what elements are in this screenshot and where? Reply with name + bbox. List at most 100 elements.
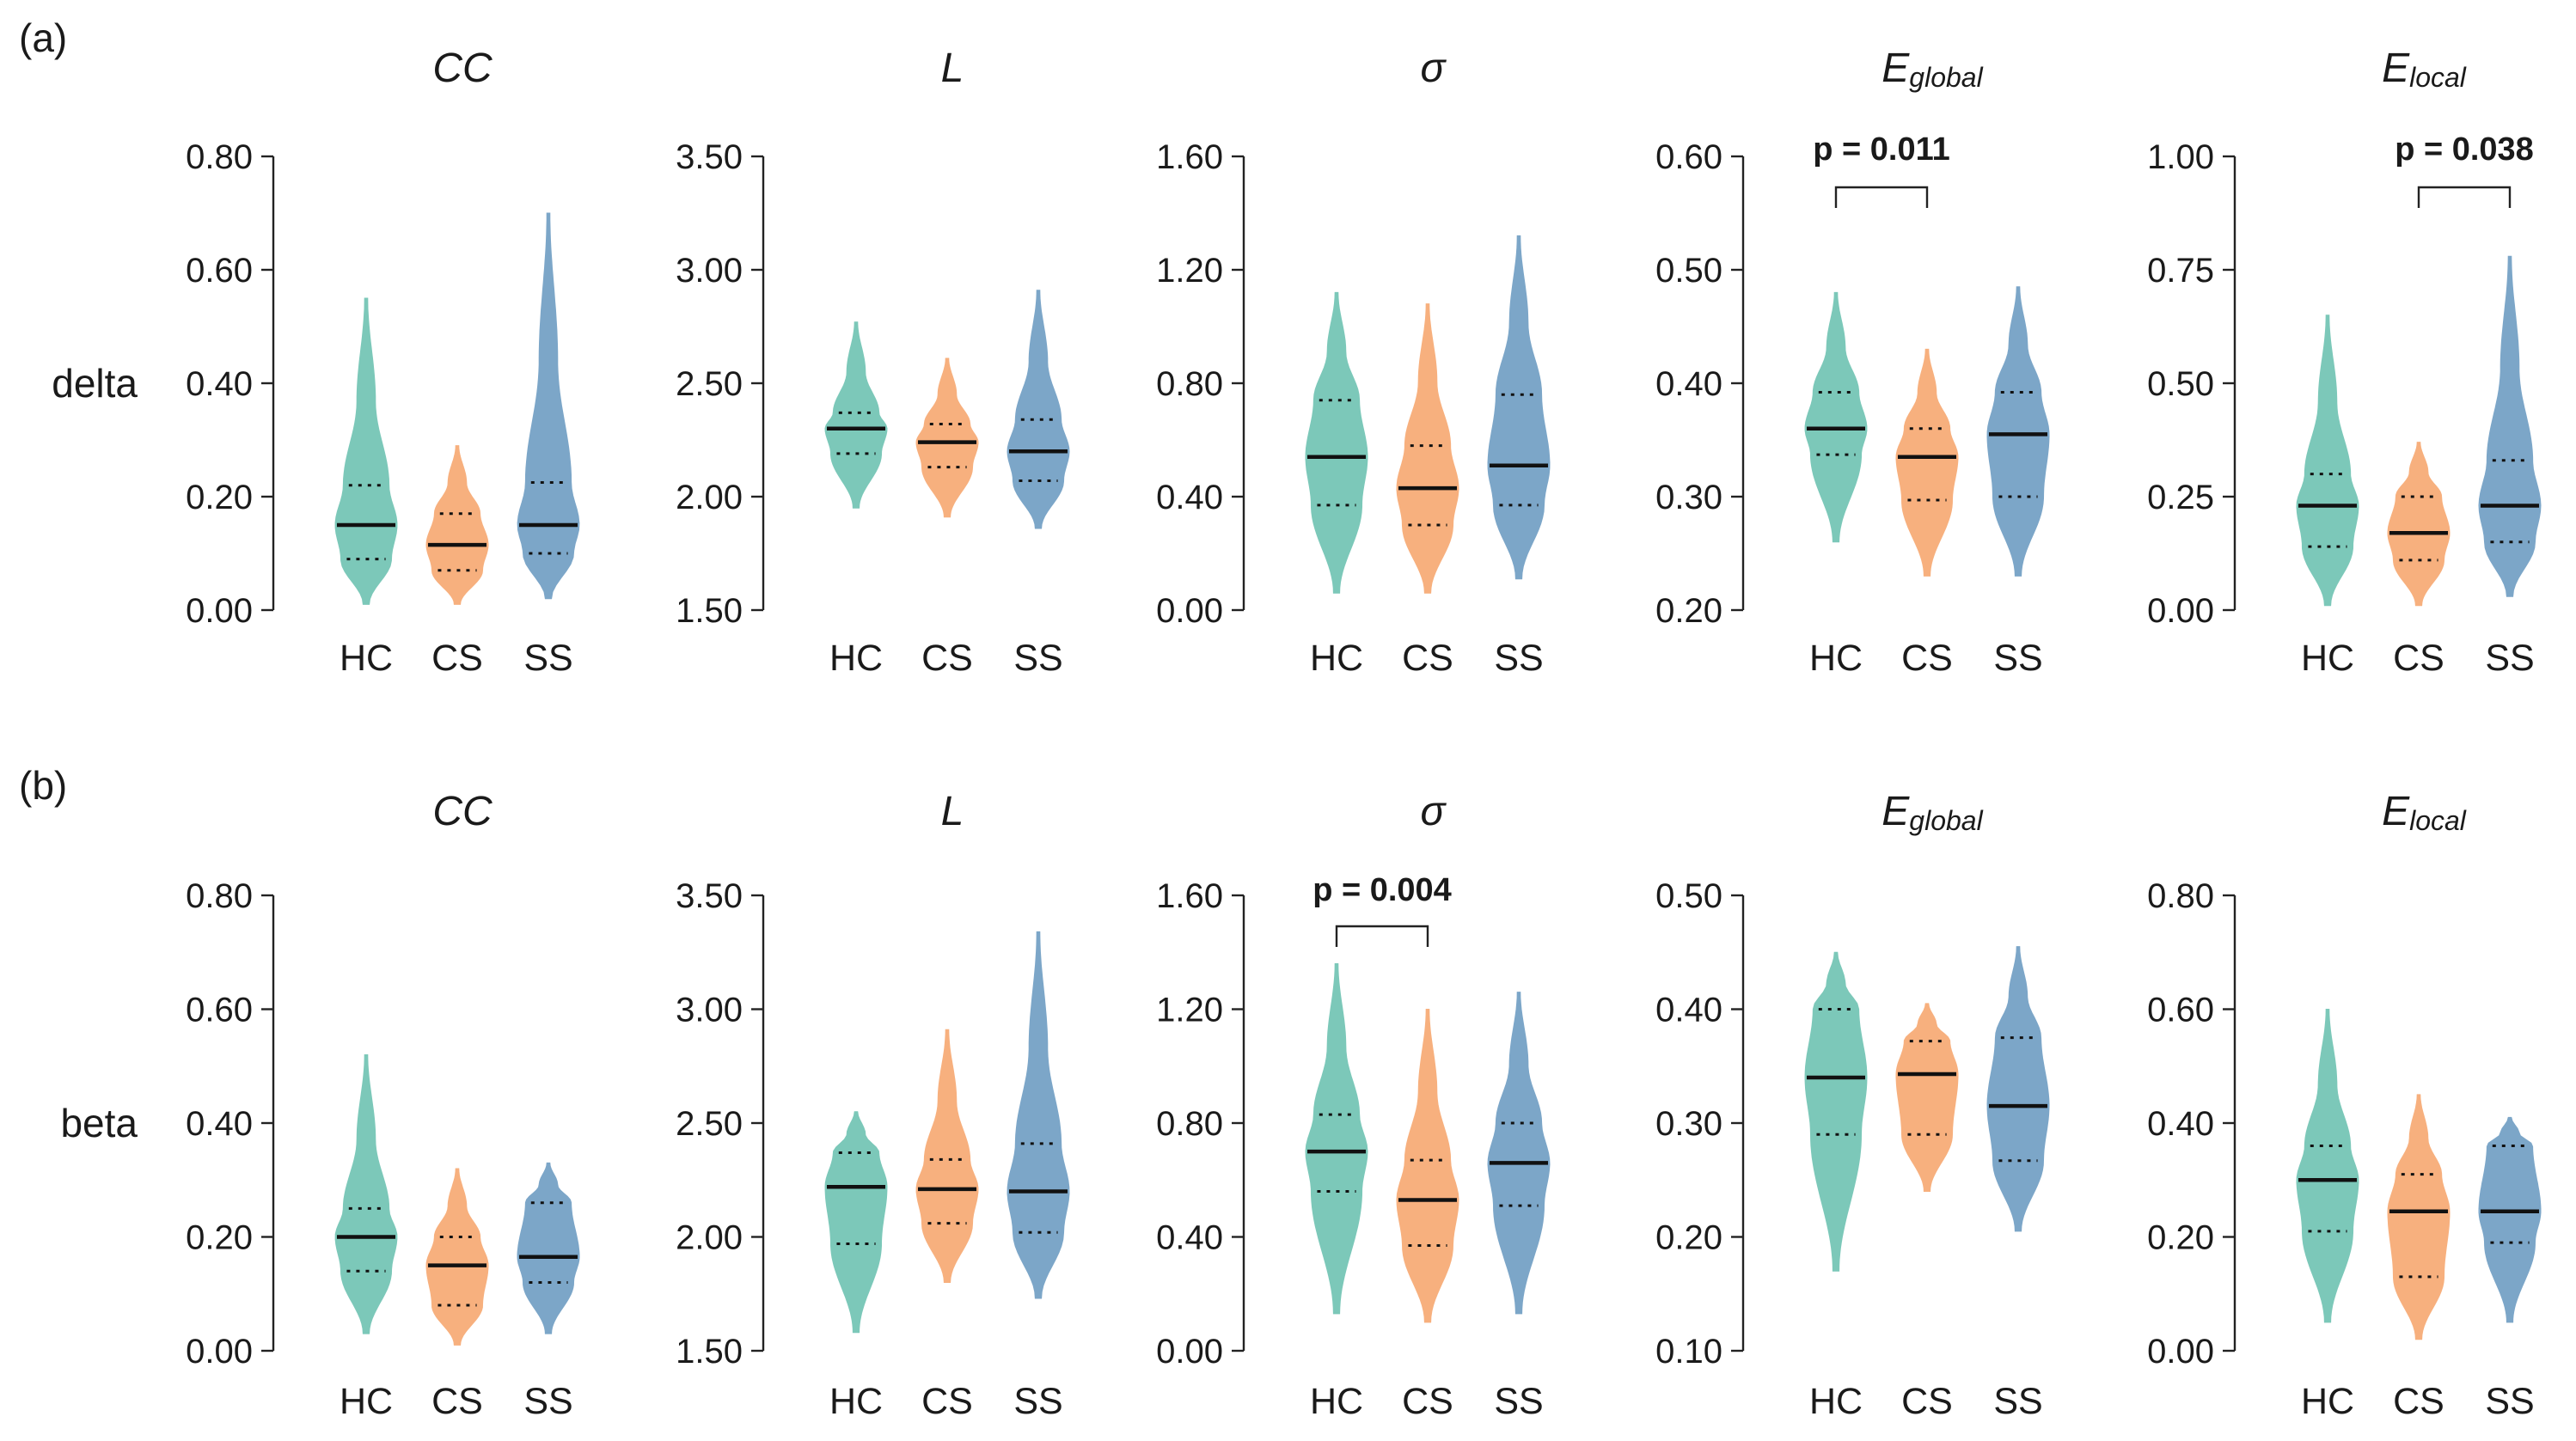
y-tick-label: 0.50 (2147, 365, 2214, 403)
violin-cs (915, 357, 979, 518)
y-tick-label: 0.20 (1655, 1219, 1722, 1257)
y-tick-label: 2.50 (676, 1105, 743, 1143)
violin-hc (2296, 1009, 2359, 1323)
x-category-label: SS (2485, 638, 2534, 679)
violin-hc (334, 297, 398, 605)
x-category-label: HC (1809, 638, 1863, 679)
chart-title: σ (1421, 46, 1447, 91)
chart-title: Eglobal (1882, 46, 1983, 93)
x-category-label: HC (340, 1381, 393, 1422)
y-tick-label: 0.75 (2147, 252, 2214, 290)
violin-ss (517, 212, 580, 600)
y-tick-label: 0.10 (1655, 1333, 1722, 1371)
y-tick-label: 0.40 (2147, 1105, 2214, 1143)
x-category-label: HC (2301, 1381, 2354, 1422)
y-tick-label: 0.40 (186, 365, 253, 403)
violin-ss (2478, 255, 2542, 597)
y-tick-label: 3.50 (676, 877, 743, 915)
chart-title-subscript: global (1909, 805, 1983, 836)
x-category-label: CS (431, 638, 483, 679)
x-category-label: HC (1310, 638, 1363, 679)
y-tick-label: 0.80 (1156, 365, 1223, 403)
x-category-label: SS (1494, 1381, 1543, 1422)
violin-hc (334, 1054, 398, 1334)
y-tick-label: 2.00 (676, 1219, 743, 1257)
y-tick-label: 0.40 (1655, 365, 1722, 403)
violin-cs (425, 445, 489, 605)
violin-hc (1305, 291, 1368, 594)
violin-ss (2478, 1116, 2542, 1323)
violin-cs (1396, 1009, 1459, 1323)
y-tick-label: 1.00 (2147, 138, 2214, 176)
y-tick-label: 1.20 (1156, 992, 1223, 1029)
chart-panel-8: σ 0.00 0.40 0.80 1.20 1.60 HC CS SS p = 0.004 (1156, 789, 1551, 1422)
chart-panel-2: L 1.50 2.00 2.50 3.00 3.50 HC CS SS (676, 46, 1070, 679)
x-category-label: CS (1402, 1381, 1453, 1422)
chart-panel-6: (b) beta CC 0.00 0.20 0.40 0.60 0.80 HC CS SS (19, 763, 580, 1422)
x-category-label: CS (1402, 638, 1453, 679)
y-tick-label: 0.00 (1156, 592, 1223, 630)
chart-title: Elocal (2382, 46, 2467, 93)
chart-panel-3: σ 0.00 0.40 0.80 1.20 1.60 HC CS SS (1156, 46, 1551, 679)
y-tick-label: 1.60 (1156, 877, 1223, 915)
violin-hc (1804, 951, 1868, 1272)
chart-title: Eglobal (1882, 789, 1983, 836)
y-tick-label: 2.50 (676, 365, 743, 403)
x-category-label: CS (1901, 638, 1953, 679)
y-tick-label: 0.00 (2147, 592, 2214, 630)
violin-ss (517, 1162, 580, 1334)
x-category-label: SS (1494, 638, 1543, 679)
x-category-label: HC (2301, 638, 2354, 679)
x-category-label: CS (2393, 638, 2444, 679)
row-label: beta (60, 1101, 138, 1145)
y-tick-label: 0.20 (186, 479, 253, 516)
chart-panel-9: Eglobal 0.10 0.20 0.30 0.40 0.50 HC CS SS (1655, 789, 2050, 1422)
x-category-label: CS (1901, 1381, 1953, 1422)
violin-cs (425, 1168, 489, 1346)
row-label: delta (52, 361, 138, 406)
significance-bracket (1335, 925, 1429, 947)
y-tick-label: 0.50 (1655, 252, 1722, 290)
chart-title: CC (432, 789, 493, 834)
chart-panel-5: Elocal 0.00 0.25 0.50 0.75 1.00 HC CS SS p = 0.03… (2147, 46, 2542, 679)
violin-hc (1804, 291, 1868, 543)
y-tick-label: 0.80 (186, 138, 253, 176)
significance-bracket (1834, 186, 1929, 208)
x-category-label: HC (829, 638, 883, 679)
y-tick-label: 3.00 (676, 992, 743, 1029)
y-tick-label: 0.80 (1156, 1105, 1223, 1143)
y-tick-label: 3.00 (676, 252, 743, 290)
violin-hc (824, 321, 888, 509)
y-tick-label: 0.60 (186, 992, 253, 1029)
violin-cs (2387, 442, 2451, 607)
violin-cs (1895, 1003, 1959, 1192)
y-tick-label: 0.60 (2147, 992, 2214, 1029)
y-tick-label: 1.20 (1156, 252, 1223, 290)
y-tick-label: 0.00 (186, 592, 253, 630)
y-tick-label: 1.60 (1156, 138, 1223, 176)
x-category-label: SS (523, 638, 572, 679)
y-tick-label: 0.20 (186, 1219, 253, 1257)
violin-ss (1986, 946, 2050, 1232)
chart-title-subscript: global (1909, 62, 1983, 93)
chart-title: Elocal (2382, 789, 2467, 836)
x-category-label: SS (1013, 638, 1062, 679)
violin-hc (824, 1111, 888, 1334)
y-tick-label: 0.20 (1655, 592, 1722, 630)
y-tick-label: 0.30 (1655, 1105, 1722, 1143)
chart-panel-7: L 1.50 2.00 2.50 3.00 3.50 HC CS SS (676, 789, 1070, 1422)
y-tick-label: 0.60 (186, 252, 253, 290)
y-tick-label: 1.50 (676, 592, 743, 630)
x-category-label: SS (2485, 1381, 2534, 1422)
y-tick-label: 0.40 (186, 1105, 253, 1143)
panel-label: (b) (19, 763, 67, 808)
chart-title-subscript: local (2409, 805, 2467, 836)
y-tick-label: 0.40 (1655, 992, 1722, 1029)
chart-title: L (941, 789, 964, 834)
y-tick-label: 1.50 (676, 1333, 743, 1371)
y-tick-label: 0.25 (2147, 479, 2214, 516)
x-category-label: CS (921, 638, 973, 679)
violin-cs (1396, 303, 1459, 594)
y-tick-label: 0.00 (1156, 1333, 1223, 1371)
